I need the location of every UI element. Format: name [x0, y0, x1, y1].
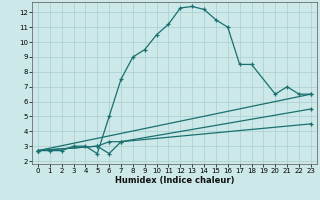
X-axis label: Humidex (Indice chaleur): Humidex (Indice chaleur) [115, 176, 234, 185]
